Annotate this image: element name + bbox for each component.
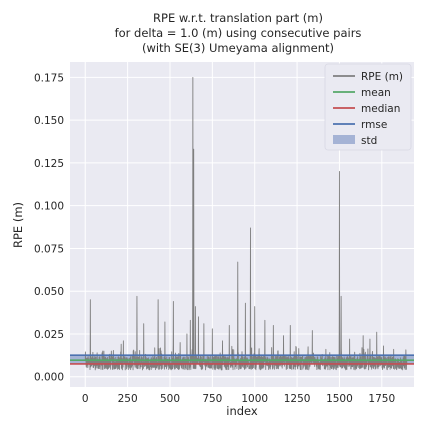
y-axis-ticks: 0.000 0.025 0.050 0.075 0.100 0.125 0.150 0.175 [34, 72, 64, 383]
y-tick-label: 0.175 [34, 72, 64, 84]
y-tick-label: 0.125 [34, 158, 64, 170]
legend-label: rmse [361, 119, 387, 131]
x-tick-label: 1500 [326, 393, 353, 405]
legend: RPE (m) mean median rmse std [324, 63, 412, 151]
legend-frame [324, 63, 412, 151]
y-tick-label: 0.075 [34, 243, 64, 255]
title-line-1: RPE w.r.t. translation part (m) [153, 11, 323, 25]
legend-label: RPE (m) [361, 71, 403, 83]
x-axis-ticks: 0 250 500 750 1000 1250 1500 1750 [82, 393, 395, 405]
x-tick-label: 750 [202, 393, 222, 405]
stat-lines [70, 354, 414, 365]
title-line-2: for delta = 1.0 (m) using consecutive pa… [115, 26, 362, 40]
x-tick-label: 1000 [241, 393, 268, 405]
legend-label: median [361, 103, 400, 115]
x-tick-label: 1750 [368, 393, 395, 405]
y-tick-label: 0.100 [34, 201, 64, 213]
y-tick-label: 0.025 [34, 329, 64, 341]
x-tick-label: 0 [82, 393, 89, 405]
x-tick-label: 500 [160, 393, 180, 405]
legend-label: mean [361, 87, 391, 99]
y-tick-label: 0.000 [34, 372, 64, 384]
chart-title: RPE w.r.t. translation part (m) for delt… [115, 11, 362, 55]
legend-swatch-std [333, 135, 355, 144]
y-tick-label: 0.050 [34, 286, 64, 298]
title-line-3: (with SE(3) Umeyama alignment) [142, 41, 334, 55]
x-tick-label: 250 [118, 393, 138, 405]
x-tick-label: 1250 [284, 393, 311, 405]
y-axis-label: RPE (m) [11, 202, 25, 248]
y-tick-label: 0.150 [34, 115, 64, 127]
legend-label: std [361, 135, 377, 147]
x-axis-label: index [226, 404, 258, 418]
legend-items: RPE (m) mean median rmse std [333, 71, 403, 147]
